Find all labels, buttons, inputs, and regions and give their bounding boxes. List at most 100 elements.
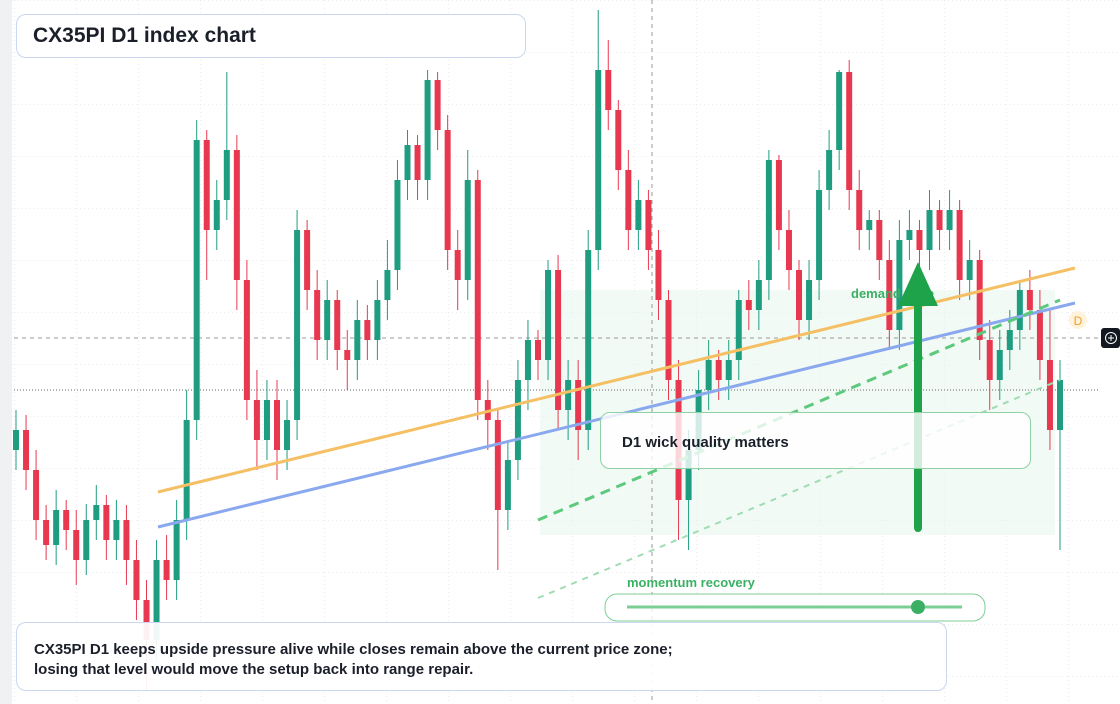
slider-label: momentum recovery bbox=[627, 575, 756, 590]
candle-body bbox=[826, 150, 833, 190]
slider-knob[interactable] bbox=[911, 600, 925, 614]
candle-body bbox=[163, 560, 170, 580]
candle-body bbox=[836, 72, 843, 150]
candle-body bbox=[183, 420, 190, 520]
candle-body bbox=[605, 70, 612, 110]
candle-body bbox=[414, 145, 421, 180]
candle-body bbox=[906, 230, 913, 240]
candle-body bbox=[665, 300, 672, 380]
footer: CX35PI D1 keeps upside pressure alive wh… bbox=[17, 623, 946, 697]
marker-bg bbox=[1069, 311, 1087, 329]
marker-label: D bbox=[1074, 314, 1083, 328]
candle-body bbox=[404, 145, 411, 180]
candle-body bbox=[294, 230, 301, 420]
candle-body bbox=[645, 200, 652, 250]
candle-body bbox=[33, 470, 40, 520]
candle-body bbox=[344, 350, 351, 360]
candle-body bbox=[735, 300, 742, 360]
candle-body bbox=[715, 360, 722, 380]
candle-body bbox=[785, 230, 792, 270]
candle-body bbox=[83, 520, 90, 560]
candle-body bbox=[856, 190, 863, 230]
candle-body bbox=[53, 510, 60, 545]
candle-body bbox=[394, 180, 401, 270]
candle-body bbox=[43, 520, 50, 545]
footer-box: CX35PI D1 keeps upside pressure alive wh… bbox=[16, 622, 947, 691]
candle-body bbox=[494, 420, 501, 510]
candle-body bbox=[243, 280, 250, 400]
candle-body bbox=[354, 320, 361, 360]
candle-body bbox=[816, 190, 823, 280]
candle-body bbox=[926, 210, 933, 250]
candle-body bbox=[284, 420, 291, 450]
candle-body bbox=[555, 270, 562, 410]
candle-body bbox=[504, 460, 511, 510]
note: D1 wick quality matters bbox=[622, 434, 789, 451]
candle-body bbox=[213, 200, 220, 230]
candle-body bbox=[253, 400, 260, 440]
candle-body bbox=[1057, 380, 1063, 430]
candle-body bbox=[876, 220, 883, 260]
candle-body bbox=[866, 220, 873, 230]
candle-body bbox=[946, 210, 953, 230]
candle-body bbox=[575, 380, 582, 430]
candle-body bbox=[263, 400, 270, 440]
candle-body bbox=[775, 160, 782, 230]
candle-body bbox=[514, 380, 521, 460]
candle-body bbox=[535, 340, 541, 360]
plus-icon bbox=[1105, 332, 1117, 344]
candle-body bbox=[565, 380, 572, 410]
candle-body bbox=[635, 200, 642, 230]
candle-body bbox=[173, 520, 180, 580]
candle-body bbox=[1006, 330, 1013, 350]
footer-line: CX35PI D1 keeps upside pressure alive wh… bbox=[34, 641, 673, 658]
candle-body bbox=[474, 180, 481, 400]
candle-body bbox=[956, 210, 963, 280]
candle-body bbox=[93, 505, 100, 520]
candle-body bbox=[23, 430, 30, 470]
candle-body bbox=[274, 400, 280, 450]
candle-body bbox=[615, 110, 622, 170]
candle-body bbox=[595, 70, 602, 250]
plus-icon-cross bbox=[1108, 335, 1114, 341]
candle-body bbox=[454, 250, 461, 280]
candle-body bbox=[233, 150, 240, 280]
candle-body bbox=[886, 260, 893, 330]
candle-body bbox=[223, 150, 230, 200]
arrow-head bbox=[898, 262, 938, 306]
candle-body bbox=[585, 250, 592, 430]
candle-body bbox=[976, 260, 983, 340]
candle-body bbox=[524, 340, 531, 380]
candle-body bbox=[1026, 290, 1033, 310]
candle-body bbox=[464, 180, 471, 280]
candle-body bbox=[1036, 310, 1043, 360]
candle-body bbox=[725, 360, 732, 380]
candle-body bbox=[625, 170, 632, 230]
note-box: D1 wick quality matters bbox=[600, 412, 1031, 469]
candle-body bbox=[745, 300, 752, 310]
candle-body bbox=[966, 260, 973, 280]
candle-body bbox=[685, 450, 692, 500]
candle-body bbox=[304, 230, 311, 290]
candle-body bbox=[153, 560, 160, 640]
candles bbox=[13, 10, 1063, 690]
candle-body bbox=[846, 72, 853, 190]
candle-body bbox=[13, 430, 19, 450]
candle-body bbox=[896, 240, 903, 330]
candle-body bbox=[755, 280, 762, 310]
candle-body bbox=[314, 290, 321, 340]
candle-body bbox=[334, 300, 341, 350]
footer-line: losing that level would move the setup b… bbox=[34, 661, 474, 678]
candle-body bbox=[434, 80, 441, 130]
candle-body bbox=[324, 300, 331, 340]
title-box: CX35PI D1 index chart bbox=[16, 14, 526, 58]
candle-body bbox=[63, 510, 70, 530]
candle-body bbox=[73, 530, 80, 560]
candle-body bbox=[1046, 360, 1053, 430]
candle-body bbox=[986, 340, 993, 380]
candle-body bbox=[936, 210, 943, 230]
title: CX35PI D1 index chart bbox=[33, 24, 256, 47]
candle-body bbox=[806, 280, 813, 320]
